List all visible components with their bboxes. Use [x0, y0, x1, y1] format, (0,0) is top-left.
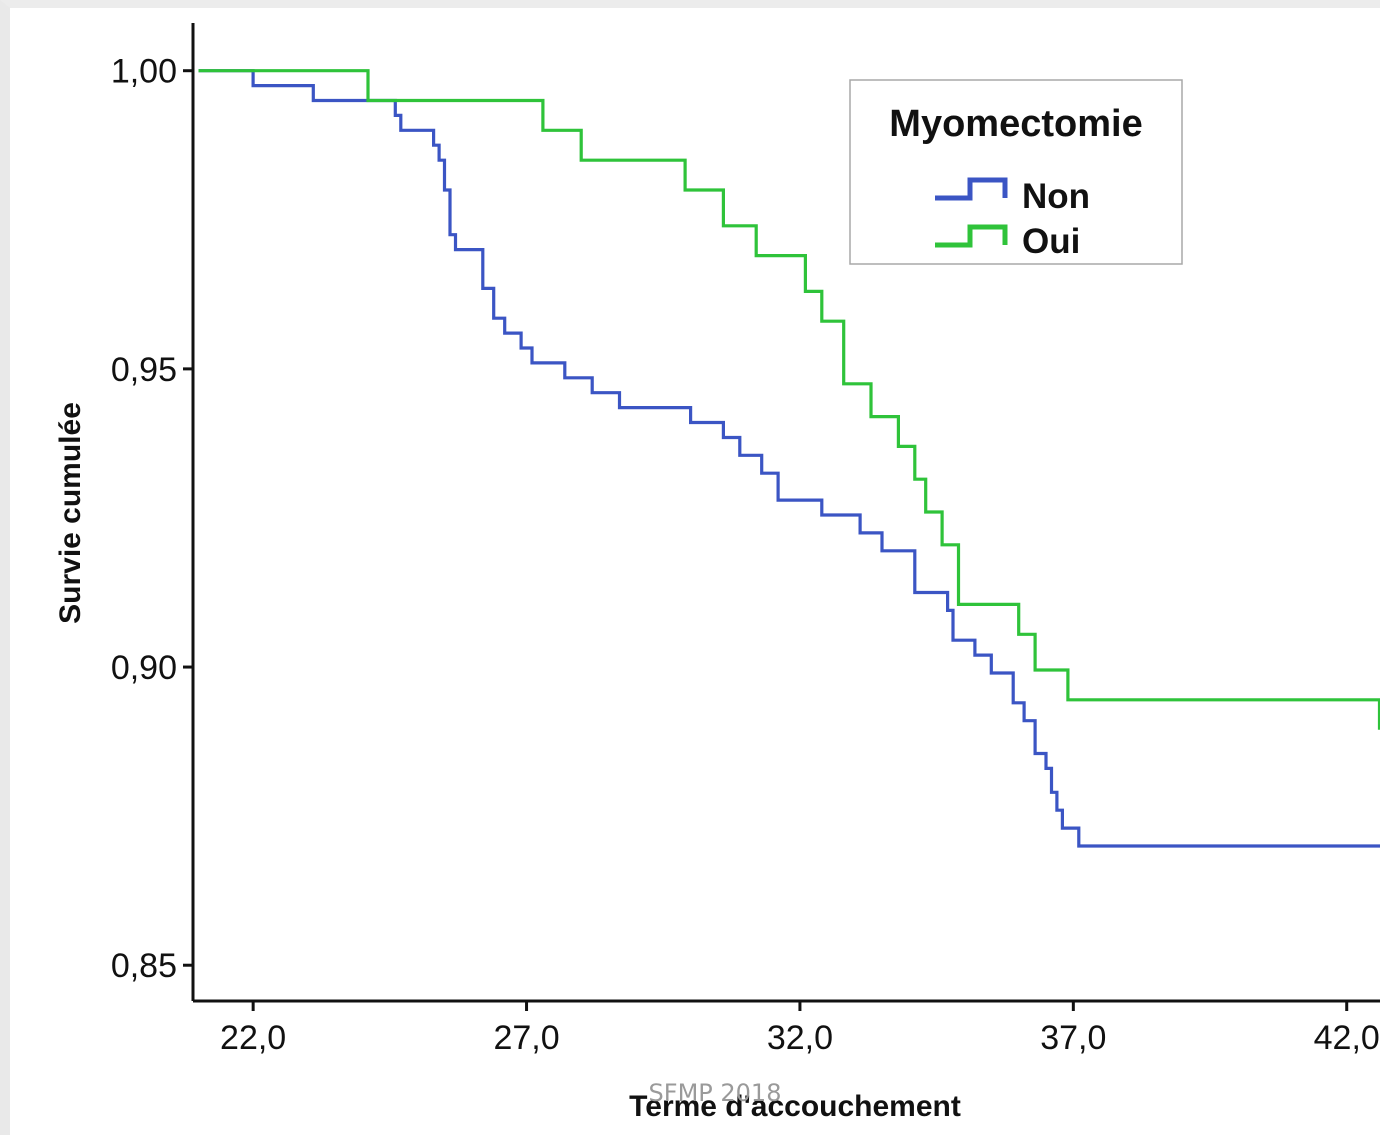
survival-line-oui	[199, 71, 1380, 730]
survival-chart: 0,85 0,90 0,95 1,00 22,0 27,0 32,0 37,0 42,0 Su…	[10, 8, 1380, 1143]
chart-axes	[193, 23, 1380, 1001]
legend: Myomectomie Non Oui	[850, 80, 1182, 264]
y-tick-label: 0,95	[111, 351, 177, 389]
survival-line-non	[199, 71, 1380, 846]
legend-label-oui: Oui	[1022, 222, 1080, 261]
x-tick-label: 32,0	[767, 1019, 833, 1057]
survival-curves	[199, 71, 1380, 846]
y-tick-label: 1,00	[111, 53, 177, 91]
legend-title: Myomectomie	[889, 103, 1142, 145]
y-tick-label: 0,85	[111, 947, 177, 985]
y-axis-ticks: 0,85 0,90 0,95 1,00	[111, 53, 193, 986]
x-axis-ticks: 22,0 27,0 32,0 37,0 42,0	[220, 1001, 1380, 1057]
x-tick-label: 22,0	[220, 1019, 286, 1057]
y-axis-title: Survie cumulée	[54, 402, 87, 624]
legend-label-non: Non	[1022, 177, 1090, 216]
x-tick-label: 42,0	[1314, 1019, 1380, 1057]
y-tick-label: 0,90	[111, 649, 177, 687]
watermark-text: SFMP 2018	[649, 1079, 782, 1107]
x-tick-label: 37,0	[1040, 1019, 1106, 1057]
x-tick-label: 27,0	[493, 1019, 559, 1057]
